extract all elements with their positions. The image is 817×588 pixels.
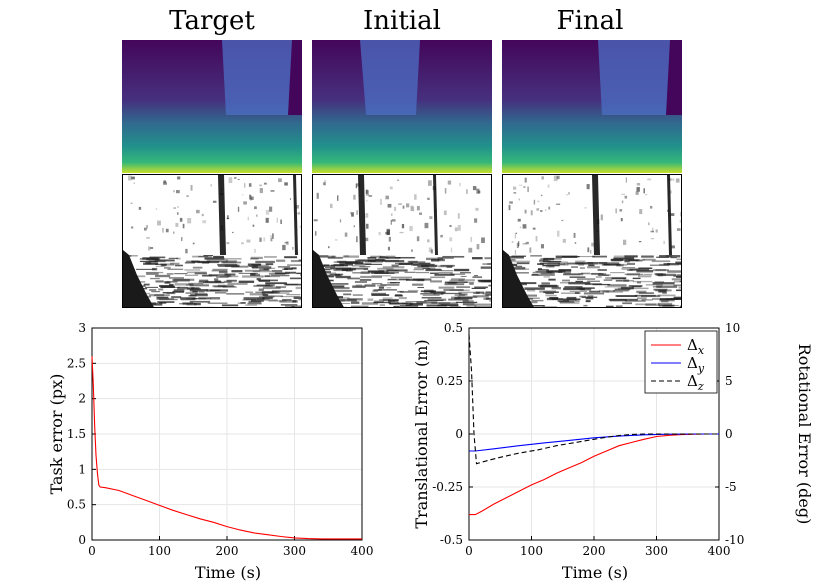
pose-error-y2label: Rotational Error (deg): [795, 344, 814, 525]
y-tick-label: 0.5: [444, 322, 463, 335]
y-tick-label: 0.25: [436, 374, 463, 388]
y-tick-label: 2.5: [67, 356, 86, 370]
y-tick-label: 0: [78, 533, 86, 547]
y-tick-label: 2: [78, 392, 86, 406]
y2-tick-label: -10: [725, 533, 744, 547]
x-tick-label: 100: [148, 544, 171, 558]
y-tick-label: -0.25: [432, 480, 463, 494]
y-tick-label: -0.5: [440, 533, 463, 547]
task-error-xlabel: Time (s): [195, 563, 261, 582]
x-tick-label: 400: [351, 544, 374, 558]
task-error-chart: 0 100 200 300 400 0 0.5 1 1.5 2 2.5 3 Time (s) Task…: [47, 322, 374, 582]
final-feature-image: [502, 174, 682, 308]
x-tick-label: 200: [216, 544, 239, 558]
column-title-initial: Initial: [363, 6, 441, 36]
legend-label-0: Δx: [687, 336, 705, 357]
y-tick-label: 3: [78, 322, 86, 335]
x-tick-label: 0: [88, 544, 96, 558]
x-tick-label: 0: [465, 544, 473, 558]
y2-tick-label: -5: [725, 480, 737, 494]
legend-label-2: Δz: [687, 372, 704, 393]
series-line-0: [469, 433, 719, 516]
series-line-0: [91, 356, 362, 540]
y2-tick-label: 0: [725, 427, 733, 441]
final-depth-image: [502, 40, 682, 173]
y-tick-label: 0: [455, 427, 463, 441]
column-title-target: Target: [169, 6, 255, 36]
legend-label-1: Δy: [687, 354, 705, 375]
x-tick-label: 200: [583, 544, 606, 558]
series-line-2: [468, 334, 719, 465]
y2-tick-label: 5: [725, 374, 733, 388]
y-tick-label: 1.5: [67, 427, 86, 441]
pose-error-chart: 0 100 200 300 400-0.5-0.2500.250.5-10-50510 …: [412, 322, 814, 582]
x-tick-label: 300: [645, 544, 668, 558]
y2-tick-label: 10: [725, 322, 740, 335]
initial-depth-image: [312, 40, 492, 173]
y-tick-label: 1: [78, 462, 86, 476]
initial-feature-image: [312, 174, 492, 308]
x-tick-label: 100: [520, 544, 543, 558]
y-tick-label: 0.5: [67, 498, 86, 512]
task-error-ylabel: Task error (px): [47, 374, 66, 495]
x-tick-label: 400: [708, 544, 731, 558]
x-tick-label: 300: [283, 544, 306, 558]
target-depth-image: [122, 40, 302, 173]
pose-error-xlabel: Time (s): [562, 563, 628, 582]
pose-error-ylabel: Translational Error (m): [412, 339, 431, 528]
column-title-final: Final: [556, 6, 624, 36]
target-feature-image: [122, 174, 302, 308]
